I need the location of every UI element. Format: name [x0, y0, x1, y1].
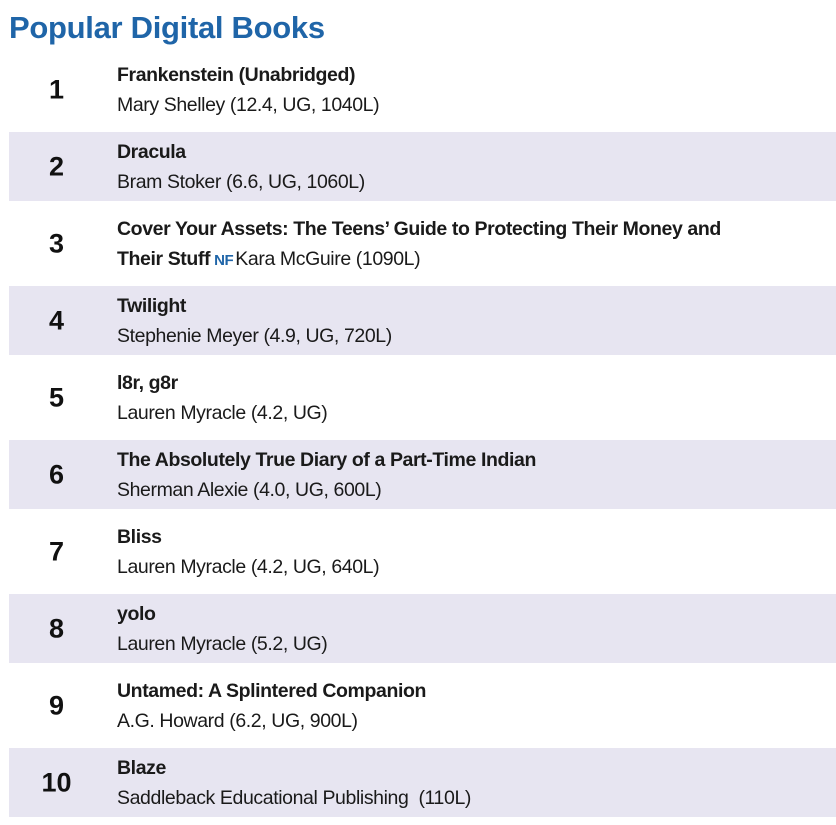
rank-number: 9 [48, 690, 65, 720]
rank-number: 7 [48, 536, 65, 566]
book-entry: Blaze Saddleback Educational Publishing … [117, 753, 828, 813]
book-row-1: 1 Frankenstein (Unabridged) Mary Shelley… [9, 55, 836, 124]
rank-number: 2 [48, 151, 65, 181]
rank-number: 3 [48, 228, 65, 258]
book-entry: The Absolutely True Diary of a Part-Time… [117, 445, 828, 505]
book-title: Blaze [117, 757, 166, 779]
book-entry: Cover Your Assets: The Teens’ Guide to P… [117, 214, 828, 276]
book-author: Mary Shelley (12.4, UG, 1040L) [117, 94, 380, 116]
book-list: 1 Frankenstein (Unabridged) Mary Shelley… [9, 55, 836, 825]
rank-number: 5 [48, 382, 65, 412]
book-title: Frankenstein (Unabridged) [117, 64, 356, 86]
book-author: Sherman Alexie (4.0, UG, 600L) [117, 479, 382, 501]
book-row-8: 8 yolo Lauren Myracle (5.2, UG) [9, 594, 836, 663]
book-row-7: 7 Bliss Lauren Myracle (4.2, UG, 640L) [9, 517, 836, 586]
book-title-line1: Cover Your Assets: The Teens’ Guide to P… [117, 218, 721, 240]
book-title: Dracula [117, 141, 186, 163]
book-author: Lauren Myracle (4.2, UG) [117, 402, 328, 424]
book-row-2: 2 Dracula Bram Stoker (6.6, UG, 1060L) [9, 132, 836, 201]
book-author: Lauren Myracle (4.2, UG, 640L) [117, 556, 380, 578]
book-row-5: 5 l8r, g8r Lauren Myracle (4.2, UG) [9, 363, 836, 432]
book-title: Twilight [117, 295, 187, 317]
book-author: Kara McGuire (1090L) [235, 248, 421, 270]
book-row-3: 3 Cover Your Assets: The Teens’ Guide to… [9, 209, 836, 278]
book-title: l8r, g8r [117, 372, 178, 394]
book-title: The Absolutely True Diary of a Part-Time… [117, 449, 536, 471]
book-author: A.G. Howard (6.2, UG, 900L) [117, 710, 358, 732]
book-entry: Twilight Stephenie Meyer (4.9, UG, 720L) [117, 291, 828, 351]
rank-number: 4 [48, 305, 65, 335]
rank-number: 8 [48, 613, 65, 643]
book-row-4: 4 Twilight Stephenie Meyer (4.9, UG, 720… [9, 286, 836, 355]
book-entry: l8r, g8r Lauren Myracle (4.2, UG) [117, 368, 828, 428]
rank-number: 6 [48, 459, 65, 489]
book-author: Saddleback Educational Publishing (110L) [117, 787, 471, 809]
book-row-9: 9 Untamed: A Splintered Companion A.G. H… [9, 671, 836, 740]
book-entry: Untamed: A Splintered Companion A.G. How… [117, 676, 828, 736]
book-entry: Dracula Bram Stoker (6.6, UG, 1060L) [117, 137, 828, 197]
book-author: Lauren Myracle (5.2, UG) [117, 633, 328, 655]
book-title: yolo [117, 603, 156, 625]
book-author: Stephenie Meyer (4.9, UG, 720L) [117, 325, 392, 347]
book-author: Bram Stoker (6.6, UG, 1060L) [117, 171, 365, 193]
book-entry: yolo Lauren Myracle (5.2, UG) [117, 599, 828, 659]
book-title: Untamed: A Splintered Companion [117, 680, 426, 702]
book-title-line2: Their Stuff NF Kara McGuire (1090L) [117, 244, 828, 276]
book-title: Their Stuff [117, 248, 211, 270]
book-row-6: 6 The Absolutely True Diary of a Part-Ti… [9, 440, 836, 509]
book-title: Bliss [117, 526, 162, 548]
book-entry: Bliss Lauren Myracle (4.2, UG, 640L) [117, 522, 828, 582]
book-row-10: 10 Blaze Saddleback Educational Publishi… [9, 748, 836, 817]
page-title: Popular Digital Books [9, 10, 325, 45]
book-entry: Frankenstein (Unabridged) Mary Shelley (… [117, 60, 828, 120]
nonfiction-badge: NF [214, 252, 234, 269]
rank-number: 1 [48, 74, 65, 104]
rank-number: 10 [41, 767, 72, 797]
